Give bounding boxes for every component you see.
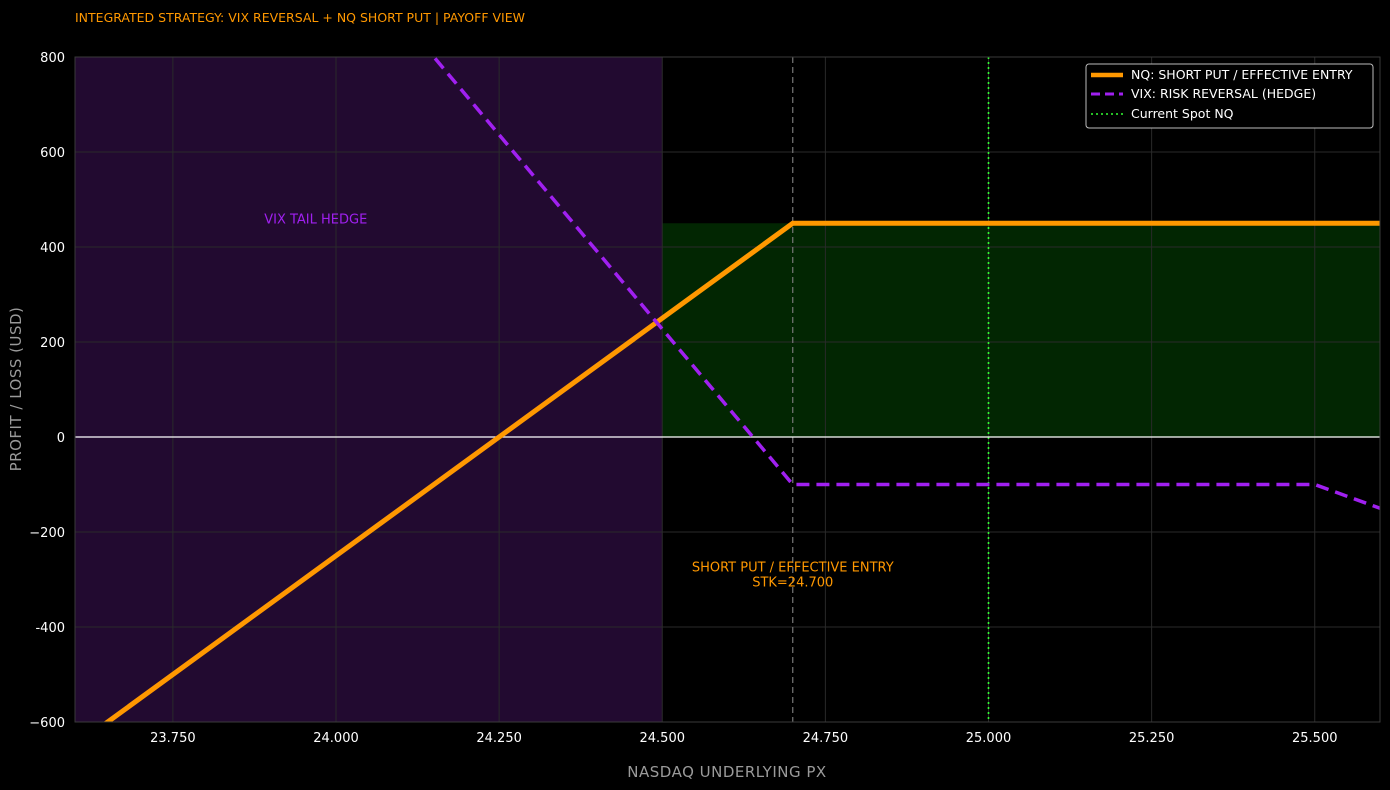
strike-annotation: STK=24.700: [752, 576, 833, 591]
y-tick-label: -400: [35, 621, 65, 636]
y-tick-label: −600: [29, 716, 65, 731]
legend-label-nq: NQ: SHORT PUT / EFFECTIVE ENTRY: [1131, 67, 1353, 82]
legend-label-vix: VIX: RISK REVERSAL (HEDGE): [1131, 86, 1316, 101]
chart-title: INTEGRATED STRATEGY: VIX REVERSAL + NQ S…: [75, 10, 525, 25]
y-tick-label: 0: [57, 431, 65, 446]
legend-box: [1085, 63, 1374, 129]
y-tick-label: 600: [40, 146, 65, 161]
shaded-region-1: [662, 223, 1380, 437]
plot-frame: [74, 56, 1381, 723]
legend-label-spot: Current Spot NQ: [1131, 106, 1234, 121]
y-axis-title: PROFIT / LOSS (USD): [7, 307, 25, 472]
nq-short-put-line: [103, 220, 1380, 722]
x-tick-label: 24.750: [803, 731, 849, 746]
x-tick-label: 24.250: [476, 731, 522, 746]
vix-tail-hedge-annotation: VIX TAIL HEDGE: [264, 213, 367, 228]
x-tick-label: 23.750: [150, 731, 196, 746]
x-axis-title: NASDAQ UNDERLYING PX: [627, 763, 826, 781]
legend: NQ: SHORT PUT / EFFECTIVE ENTRY VIX: RIS…: [1085, 63, 1374, 129]
shaded-region-0: [75, 57, 663, 722]
y-tick-label: 800: [40, 51, 65, 66]
x-tick-label: 25.500: [1292, 731, 1338, 746]
x-tick-label: 24.500: [640, 731, 686, 746]
y-tick-label: 200: [40, 336, 65, 351]
x-tick-label: 25.000: [966, 731, 1012, 746]
y-tick-label: 400: [40, 241, 65, 256]
x-tick-label: 25.250: [1129, 731, 1175, 746]
x-tick-label: 24.000: [313, 731, 359, 746]
y-tick-label: −200: [29, 526, 65, 541]
short-put-annotation: SHORT PUT / EFFECTIVE ENTRY: [692, 561, 894, 576]
